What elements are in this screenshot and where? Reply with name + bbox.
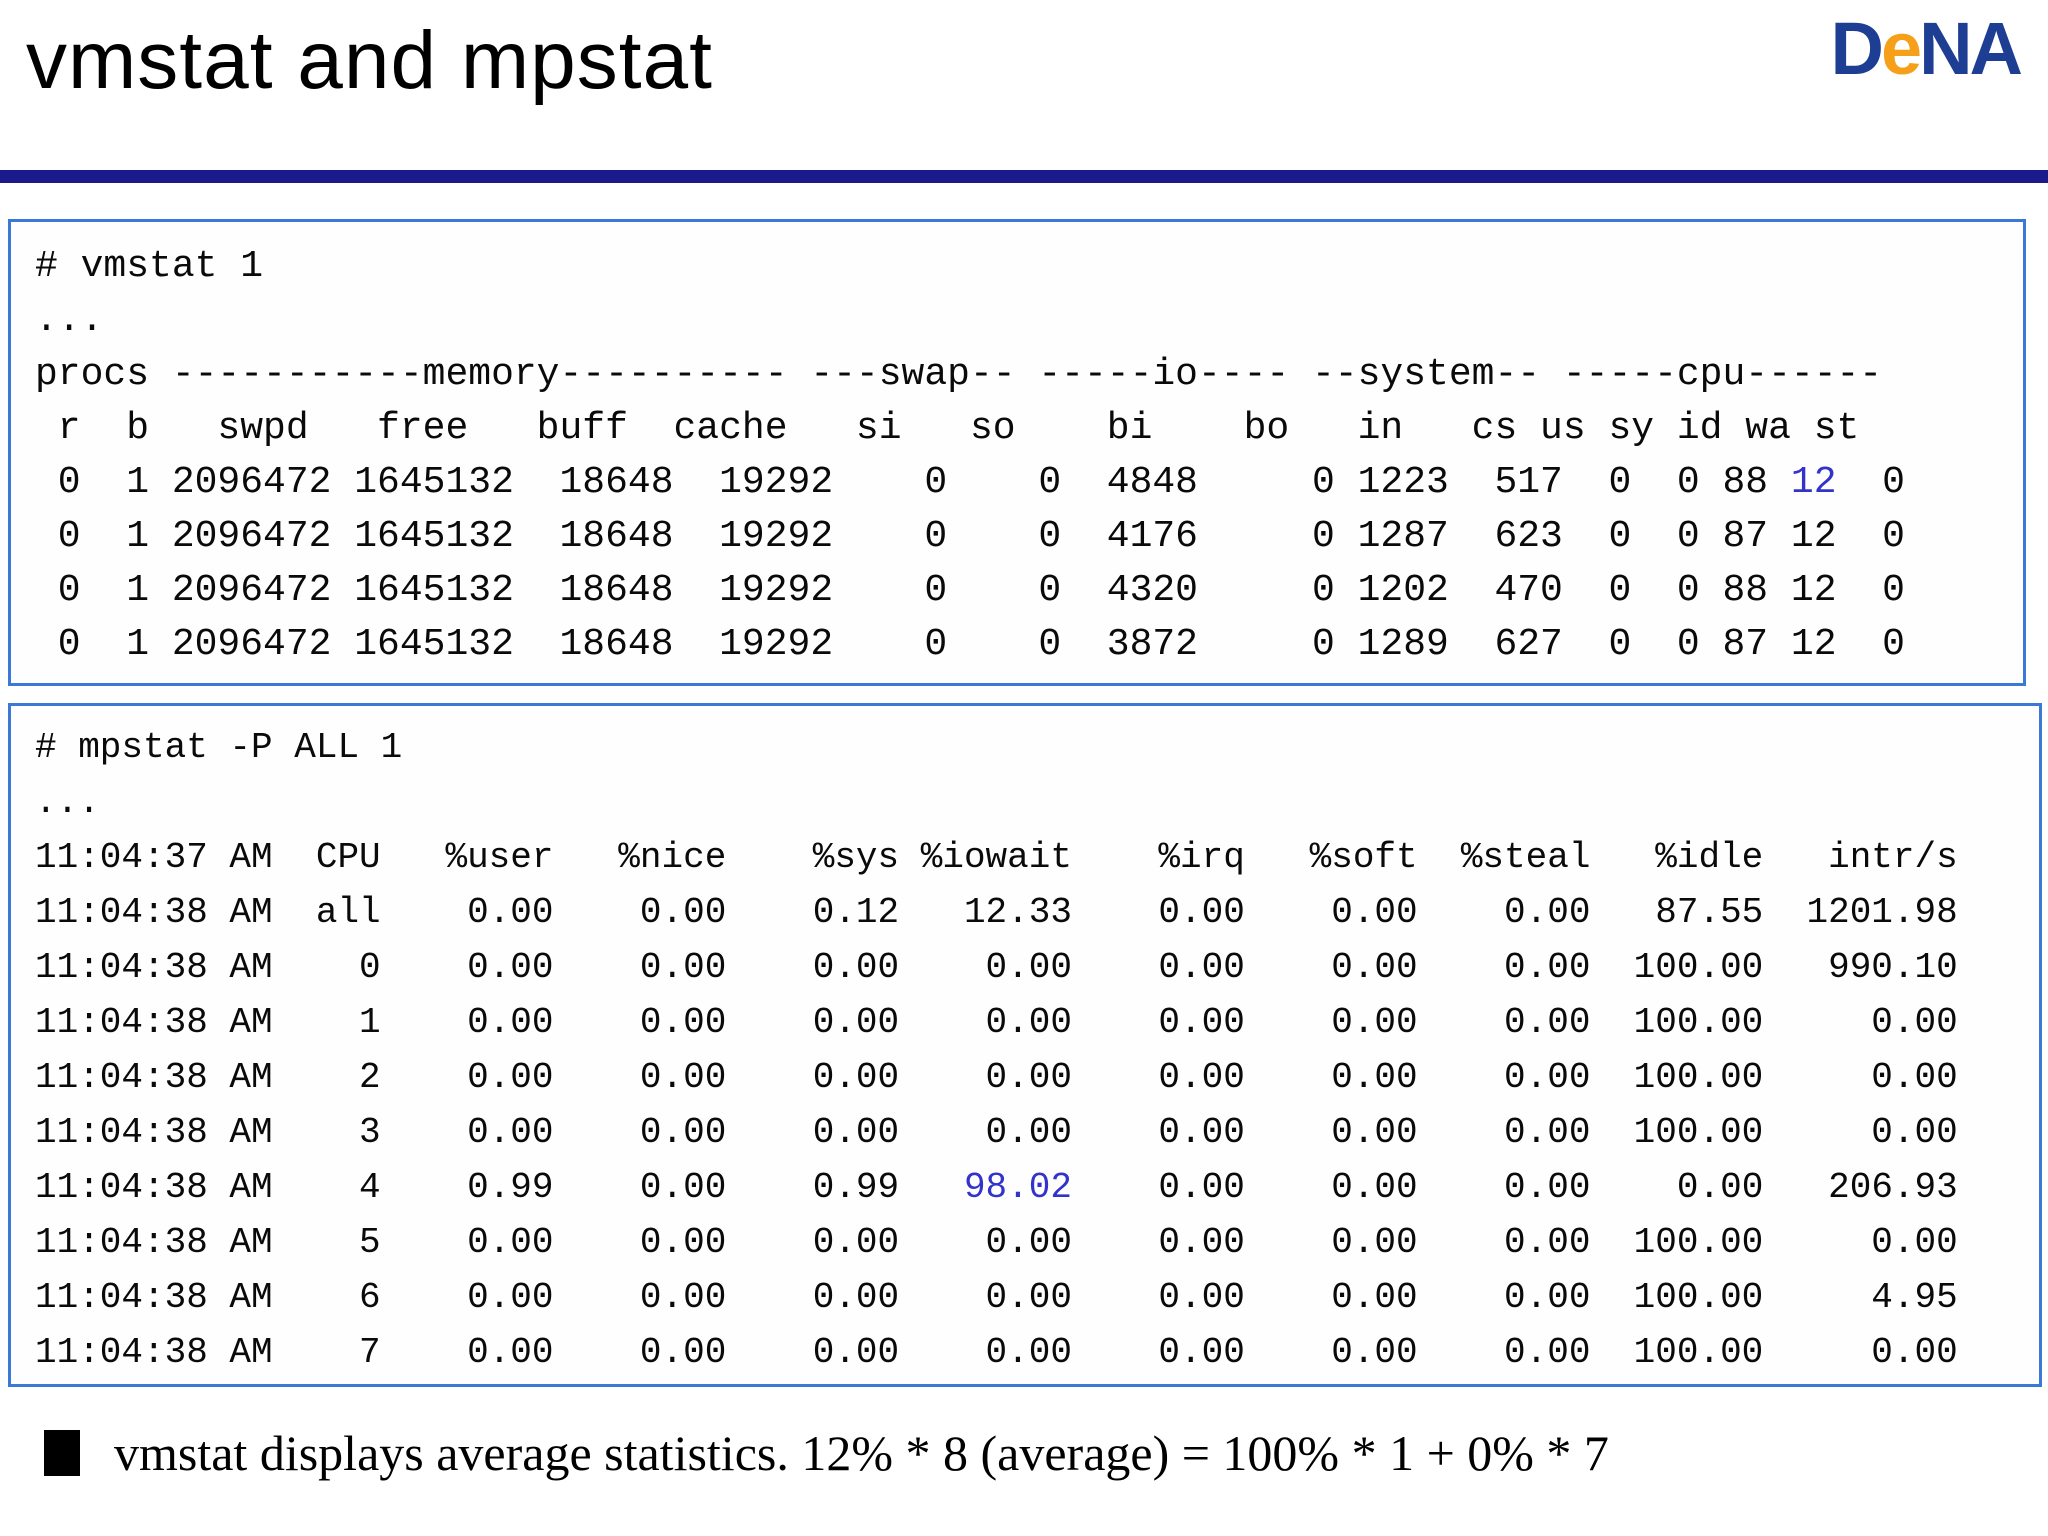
page-title: vmstat and mpstat: [26, 15, 713, 106]
bullet-text: vmstat displays average statistics. 12% …: [114, 1425, 1609, 1481]
terminal-text: 11:04:38 AM 1 0.00 0.00 0.00 0.00 0.00 0…: [35, 1002, 1958, 1043]
terminal-line: r b swpd free buff cache si so bi bo in …: [35, 402, 2023, 456]
terminal-line: ...: [35, 294, 2023, 348]
terminal-line: 0 1 2096472 1645132 18648 19292 0 0 4320…: [35, 564, 2023, 618]
terminal-text: 0 1 2096472 1645132 18648 19292 0 0 4848…: [35, 461, 1791, 504]
terminal-text: 0: [1836, 461, 1905, 504]
terminal-line: ...: [35, 775, 2039, 830]
terminal-text: 11:04:38 AM all 0.00 0.00 0.12 12.33 0.0…: [35, 892, 1958, 933]
terminal-line: 11:04:38 AM 7 0.00 0.00 0.00 0.00 0.00 0…: [35, 1325, 2039, 1380]
terminal-line: # mpstat -P ALL 1: [35, 720, 2039, 775]
terminal-line: 11:04:38 AM 1 0.00 0.00 0.00 0.00 0.00 0…: [35, 995, 2039, 1050]
terminal-line: 11:04:38 AM 3 0.00 0.00 0.00 0.00 0.00 0…: [35, 1105, 2039, 1160]
terminal-line: 0 1 2096472 1645132 18648 19292 0 0 4176…: [35, 510, 2023, 564]
terminal-line: 11:04:38 AM all 0.00 0.00 0.12 12.33 0.0…: [35, 885, 2039, 940]
mpstat-terminal: # mpstat -P ALL 1... 11:04:37 AM CPU %use…: [35, 720, 2039, 1380]
mpstat-output-box: # mpstat -P ALL 1... 11:04:37 AM CPU %use…: [8, 703, 2042, 1387]
terminal-line: procs -----------memory---------- ---swa…: [35, 348, 2023, 402]
logo-letter-e: e: [1880, 7, 1922, 90]
terminal-text: ...: [35, 782, 100, 823]
terminal-text: procs -----------memory---------- ---swa…: [35, 353, 1883, 396]
logo-letters-na: NA: [1919, 7, 2023, 90]
terminal-line: 11:04:38 AM 2 0.00 0.00 0.00 0.00 0.00 0…: [35, 1050, 2039, 1105]
logo-letter-d: D: [1830, 7, 1884, 90]
dena-logo: DeNA: [1830, 6, 2023, 91]
terminal-text: 11:04:38 AM 7 0.00 0.00 0.00 0.00 0.00 0…: [35, 1332, 1958, 1373]
highlighted-value: 12: [1790, 461, 1837, 504]
terminal-text: 11:04:37 AM CPU %user %nice %sys %iowait…: [35, 837, 1958, 878]
title-divider: [0, 170, 2048, 183]
terminal-text: # vmstat 1: [35, 245, 264, 288]
terminal-line: 0 1 2096472 1645132 18648 19292 0 0 3872…: [35, 618, 2023, 672]
terminal-text: 0 1 2096472 1645132 18648 19292 0 0 4320…: [35, 569, 1905, 612]
terminal-line: # vmstat 1: [35, 240, 2023, 294]
terminal-line: 0 1 2096472 1645132 18648 19292 0 0 4848…: [35, 456, 2023, 510]
bullet-square-icon: [44, 1430, 80, 1476]
terminal-text: ...: [35, 299, 104, 342]
terminal-text: 11:04:38 AM 0 0.00 0.00 0.00 0.00 0.00 0…: [35, 947, 1958, 988]
vmstat-terminal: # vmstat 1... procs -----------memory----…: [35, 240, 2023, 672]
terminal-text: 0.00 0.00 0.00 0.00 206.93: [1071, 1167, 1958, 1208]
highlighted-value: 98.02: [963, 1167, 1072, 1208]
terminal-line: 11:04:38 AM 4 0.99 0.00 0.99 98.02 0.00 …: [35, 1160, 2039, 1215]
terminal-text: 11:04:38 AM 6 0.00 0.00 0.00 0.00 0.00 0…: [35, 1277, 1958, 1318]
terminal-text: 0 1 2096472 1645132 18648 19292 0 0 3872…: [35, 623, 1905, 666]
vmstat-output-box: # vmstat 1... procs -----------memory----…: [8, 219, 2026, 686]
terminal-line: 11:04:38 AM 0 0.00 0.00 0.00 0.00 0.00 0…: [35, 940, 2039, 995]
terminal-text: 11:04:38 AM 2 0.00 0.00 0.00 0.00 0.00 0…: [35, 1057, 1958, 1098]
terminal-text: r b swpd free buff cache si so bi bo in …: [35, 407, 1860, 450]
terminal-text: 11:04:38 AM 3 0.00 0.00 0.00 0.00 0.00 0…: [35, 1112, 1958, 1153]
bullet-note: vmstat displays average statistics. 12% …: [44, 1424, 1609, 1482]
terminal-text: 0 1 2096472 1645132 18648 19292 0 0 4176…: [35, 515, 1905, 558]
terminal-line: 11:04:38 AM 5 0.00 0.00 0.00 0.00 0.00 0…: [35, 1215, 2039, 1270]
terminal-line: 11:04:37 AM CPU %user %nice %sys %iowait…: [35, 830, 2039, 885]
terminal-text: 11:04:38 AM 4 0.99 0.00 0.99: [35, 1167, 964, 1208]
terminal-text: 11:04:38 AM 5 0.00 0.00 0.00 0.00 0.00 0…: [35, 1222, 1958, 1263]
terminal-line: 11:04:38 AM 6 0.00 0.00 0.00 0.00 0.00 0…: [35, 1270, 2039, 1325]
terminal-text: # mpstat -P ALL 1: [35, 727, 403, 768]
